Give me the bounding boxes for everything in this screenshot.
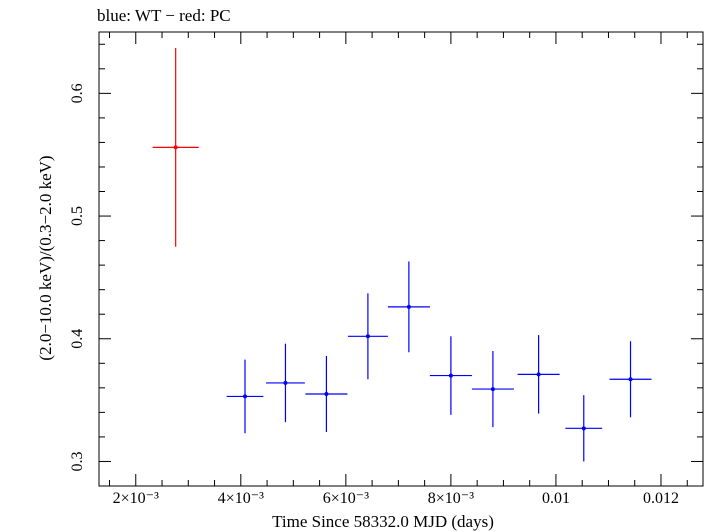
y-tick-label: 0.4 bbox=[69, 329, 86, 349]
data-point bbox=[243, 394, 248, 399]
x-tick-label: 8×10⁻³ bbox=[428, 490, 474, 507]
x-tick-label: 0.01 bbox=[542, 490, 570, 507]
data-point bbox=[173, 145, 178, 150]
data-point bbox=[448, 373, 453, 378]
data-point bbox=[581, 426, 586, 431]
axis-ticks bbox=[99, 32, 703, 487]
x-tick-label: 6×10⁻³ bbox=[323, 490, 369, 507]
x-tick-label: 0.012 bbox=[643, 490, 679, 507]
x-tick-label: 4×10⁻³ bbox=[218, 490, 264, 507]
data-point bbox=[536, 372, 541, 377]
data-point bbox=[628, 377, 633, 382]
y-tick-label: 0.3 bbox=[69, 451, 86, 471]
y-tick-labels: 0.3 0.4 0.5 0.6 bbox=[69, 83, 86, 471]
series-pc bbox=[152, 47, 199, 247]
chart-title: blue: WT − red: PC bbox=[97, 6, 231, 25]
data-point bbox=[324, 391, 329, 396]
data-point bbox=[406, 304, 411, 309]
data-point bbox=[283, 380, 288, 385]
plot-frame bbox=[98, 31, 704, 487]
x-tick-label: 2×10⁻³ bbox=[113, 490, 159, 507]
data-points bbox=[152, 47, 652, 462]
x-axis-label: Time Since 58332.0 MJD (days) bbox=[272, 512, 494, 531]
x-tick-labels: 2×10⁻³ 4×10⁻³ 6×10⁻³ 8×10⁻³ 0.01 0.012 bbox=[113, 490, 679, 507]
data-point bbox=[365, 334, 370, 339]
y-tick-label: 0.5 bbox=[69, 206, 86, 226]
y-tick-label: 0.6 bbox=[69, 83, 86, 103]
data-point bbox=[490, 387, 495, 392]
series-wt bbox=[226, 261, 652, 462]
y-axis-label: (2.0−10.0 keV)/(0.3−2.0 keV) bbox=[36, 155, 55, 360]
